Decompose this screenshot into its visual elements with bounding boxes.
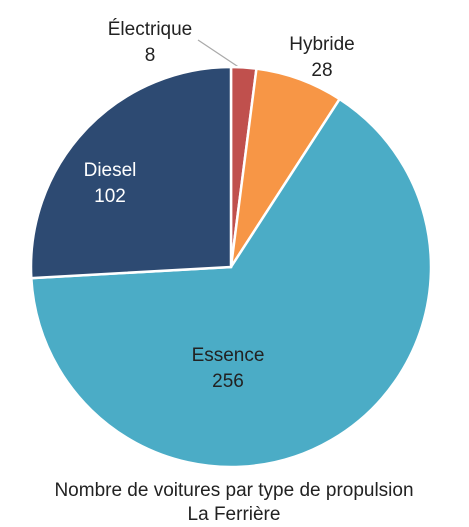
chart-subtitle: La Ferrière	[188, 504, 281, 525]
slice-value: 256	[212, 371, 244, 392]
slice-value: 28	[311, 60, 332, 81]
slice-value: 102	[94, 186, 126, 207]
slice-value: 8	[145, 45, 156, 66]
slice-label: Diesel	[84, 160, 137, 181]
pie-slice	[29, 65, 233, 280]
slice-label: Essence	[192, 345, 265, 366]
chart-title: Nombre de voitures par type de propulsio…	[54, 480, 413, 501]
leader-line	[197, 39, 241, 69]
slice-label: Électrique	[108, 19, 193, 40]
pie-slice	[29, 97, 433, 469]
slice-label: Hybride	[289, 34, 354, 55]
